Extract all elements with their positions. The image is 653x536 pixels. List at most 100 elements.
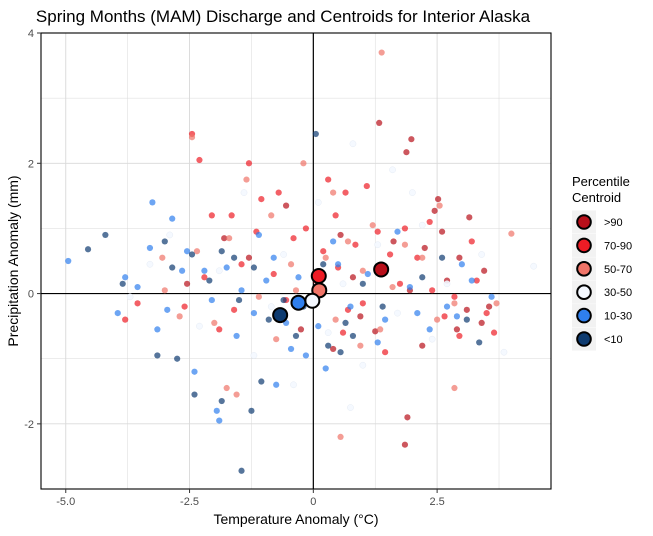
point-lt10 <box>349 332 357 340</box>
point-gt90 <box>463 306 470 313</box>
point-gt90 <box>456 254 463 261</box>
point-lt10 <box>102 231 109 239</box>
point-10-30 <box>315 323 322 330</box>
legend: Percentile Centroid >90 70-90 50-70 30-50 10… <box>572 174 632 351</box>
centroid-70-90 <box>310 267 327 284</box>
point-lt10 <box>84 246 92 253</box>
point-lt10 <box>231 254 238 261</box>
point-70-90 <box>122 316 129 323</box>
point-gt90 <box>403 149 410 156</box>
point-30-50 <box>428 335 436 343</box>
point-50-70 <box>188 134 196 141</box>
point-10-30 <box>183 248 191 255</box>
point-lt10 <box>419 274 426 281</box>
point-10-30 <box>414 310 421 317</box>
point-70-90 <box>473 277 480 284</box>
point-50-70 <box>300 160 307 167</box>
point-30-50 <box>500 348 508 356</box>
point-50-70 <box>193 248 201 255</box>
point-10-30 <box>216 417 223 424</box>
point-gt90 <box>282 202 290 209</box>
point-lt10 <box>280 296 287 304</box>
legend-label-50-70: 50-70 <box>604 264 632 276</box>
point-10-30 <box>179 267 186 274</box>
legend-swatch-10-30 <box>576 307 592 324</box>
point-50-70 <box>211 319 218 326</box>
point-lt10 <box>188 251 196 258</box>
point-gt90 <box>486 303 493 310</box>
point-gt90 <box>435 196 442 203</box>
x-tick-label: -2.5 <box>180 496 199 508</box>
point-70-90 <box>363 182 370 190</box>
x-axis-title: Temperature Anomaly (°C) <box>213 511 378 527</box>
point-30-50 <box>146 260 154 268</box>
point-50-70 <box>330 189 337 196</box>
point-30-50 <box>324 329 332 337</box>
point-30-50 <box>339 280 347 288</box>
point-70-90 <box>275 189 282 196</box>
point-gt90 <box>183 280 191 287</box>
point-70-90 <box>414 254 421 261</box>
point-70-90 <box>134 300 141 307</box>
point-10-30 <box>208 296 215 304</box>
point-10-30 <box>169 215 176 222</box>
point-70-90 <box>302 225 310 232</box>
point-lt10 <box>169 264 176 271</box>
point-lt10 <box>379 303 386 310</box>
point-lt10 <box>359 280 366 287</box>
point-70-90 <box>401 225 409 232</box>
point-lt10 <box>191 391 198 398</box>
point-50-70 <box>176 313 183 320</box>
point-gt90 <box>297 326 305 333</box>
point-10-30 <box>488 293 495 300</box>
plot-panel <box>40 32 552 490</box>
point-10-30 <box>443 303 451 310</box>
point-10-30 <box>201 267 208 274</box>
legend-label-10-30: 10-30 <box>604 311 632 323</box>
point-lt10 <box>238 467 245 474</box>
point-lt10 <box>218 397 225 405</box>
zero-lines <box>41 33 551 489</box>
centroid-10-30 <box>290 294 307 311</box>
point-70-90 <box>426 218 433 226</box>
point-gt90 <box>376 119 383 126</box>
point-10-30 <box>322 365 329 372</box>
point-50-70 <box>493 300 500 307</box>
point-50-70 <box>436 202 443 209</box>
point-lt10 <box>250 264 258 271</box>
point-10-30 <box>382 316 389 323</box>
point-30-50 <box>359 361 367 369</box>
point-70-90 <box>468 238 475 245</box>
point-50-70 <box>322 254 329 261</box>
point-gt90 <box>390 238 397 245</box>
point-10-30 <box>191 368 198 375</box>
x-tick-label: -5.0 <box>56 496 75 508</box>
point-70-90 <box>245 160 253 167</box>
point-30-50 <box>280 251 287 258</box>
point-50-70 <box>419 254 426 261</box>
point-50-70 <box>451 384 458 392</box>
point-gt90 <box>349 274 357 281</box>
point-70-90 <box>290 235 297 242</box>
point-gt90 <box>221 235 228 242</box>
point-30-50 <box>409 189 416 196</box>
point-gt90 <box>481 267 488 274</box>
legend-swatch-gt90 <box>576 214 592 230</box>
point-10-30 <box>453 313 461 320</box>
point-10-30 <box>250 310 258 317</box>
legend-label-gt90: >90 <box>604 217 623 229</box>
chart-title: Spring Months (MAM) Discharge and Centro… <box>36 7 531 26</box>
point-10-30 <box>238 287 245 294</box>
point-50-70 <box>369 222 376 229</box>
point-gt90 <box>478 319 485 326</box>
point-30-50 <box>530 262 538 270</box>
point-30-50 <box>478 251 486 258</box>
point-30-50 <box>394 309 401 317</box>
point-gt90 <box>431 207 438 214</box>
point-70-90 <box>429 287 436 294</box>
point-10-30 <box>114 310 121 317</box>
point-10-30 <box>146 244 154 252</box>
point-30-50 <box>196 322 203 330</box>
point-70-90 <box>339 329 347 336</box>
point-lt10 <box>218 248 225 255</box>
